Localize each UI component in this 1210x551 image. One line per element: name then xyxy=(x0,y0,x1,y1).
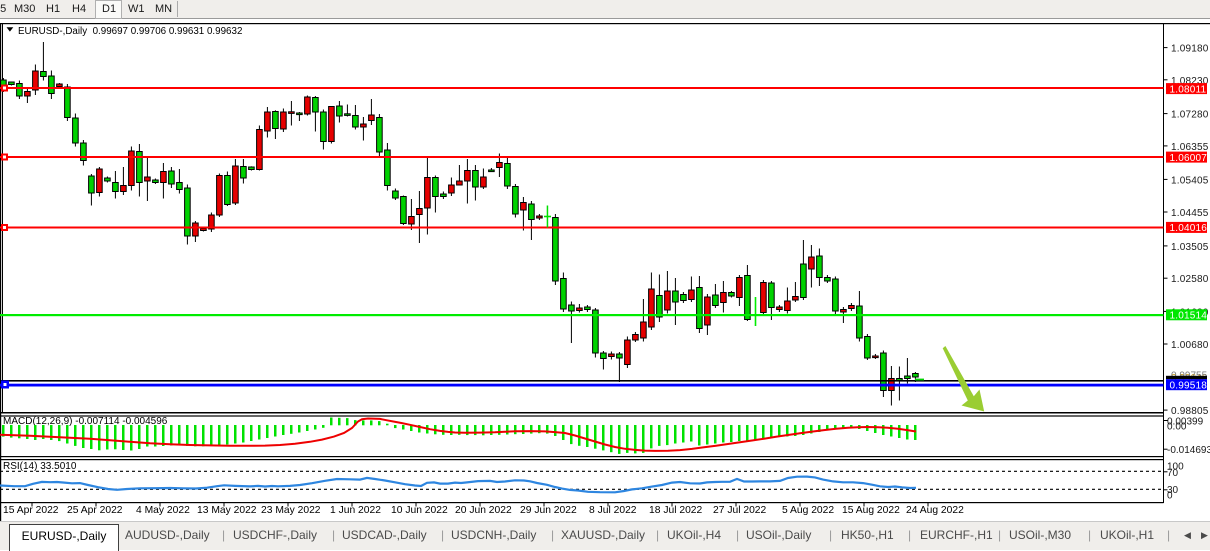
svg-text:0.00: 0.00 xyxy=(1167,422,1187,433)
svg-text:30: 30 xyxy=(1167,485,1179,496)
svg-text:0: 0 xyxy=(1167,491,1173,502)
svg-text:1.08230: 1.08230 xyxy=(1171,76,1209,87)
svg-text:1.09180: 1.09180 xyxy=(1171,44,1209,55)
svg-text:8 Jul 2022: 8 Jul 2022 xyxy=(589,505,637,516)
svg-text:1.05405: 1.05405 xyxy=(1171,175,1209,186)
svg-text:70: 70 xyxy=(1167,468,1179,479)
svg-text:RSI(14) 33.5010: RSI(14) 33.5010 xyxy=(3,461,77,472)
svg-text:0.98805: 0.98805 xyxy=(1171,406,1209,417)
svg-text:1.04016: 1.04016 xyxy=(1170,223,1208,234)
svg-text:15 Apr 2022: 15 Apr 2022 xyxy=(3,505,59,516)
svg-text:27 Jul 2022: 27 Jul 2022 xyxy=(713,505,767,516)
svg-text:5 Aug 2022: 5 Aug 2022 xyxy=(782,505,834,516)
svg-text:EURUSD-,Daily 0.99697 0.99706: EURUSD-,Daily 0.99697 0.99706 0.99631 0.… xyxy=(18,26,242,37)
svg-text:1 Jun 2022: 1 Jun 2022 xyxy=(330,505,381,516)
svg-text:1.08011: 1.08011 xyxy=(1170,84,1207,95)
svg-text:4 May 2022: 4 May 2022 xyxy=(136,505,190,516)
svg-text:15 Aug 2022: 15 Aug 2022 xyxy=(842,505,900,516)
svg-text:23 May 2022: 23 May 2022 xyxy=(261,505,321,516)
svg-text:-0.014693: -0.014693 xyxy=(1167,445,1210,456)
svg-text:29 Jun 2022: 29 Jun 2022 xyxy=(520,505,577,516)
svg-text:10 Jun 2022: 10 Jun 2022 xyxy=(391,505,448,516)
svg-text:0.99518: 0.99518 xyxy=(1170,381,1208,392)
svg-text:13 May 2022: 13 May 2022 xyxy=(197,505,257,516)
svg-text:100: 100 xyxy=(1167,462,1184,473)
svg-text:20 Jun 2022: 20 Jun 2022 xyxy=(455,505,512,516)
svg-text:1.06355: 1.06355 xyxy=(1171,142,1209,153)
svg-text:1.06007: 1.06007 xyxy=(1170,153,1208,164)
svg-text:1.01514: 1.01514 xyxy=(1170,311,1208,322)
svg-text:24 Aug 2022: 24 Aug 2022 xyxy=(906,505,964,516)
svg-text:1.00680: 1.00680 xyxy=(1171,340,1209,351)
svg-text:1.02580: 1.02580 xyxy=(1171,274,1209,285)
svg-text:18 Jul 2022: 18 Jul 2022 xyxy=(649,505,703,516)
svg-text:25 Apr 2022: 25 Apr 2022 xyxy=(67,505,123,516)
svg-text:1.04455: 1.04455 xyxy=(1171,208,1209,219)
svg-text:0.00399: 0.00399 xyxy=(1167,417,1204,428)
svg-text:1.03505: 1.03505 xyxy=(1171,242,1209,253)
svg-text:1.07280: 1.07280 xyxy=(1171,110,1209,121)
svg-text:MACD(12,26,9) -0.007114 -0.004: MACD(12,26,9) -0.007114 -0.004596 xyxy=(3,416,168,427)
